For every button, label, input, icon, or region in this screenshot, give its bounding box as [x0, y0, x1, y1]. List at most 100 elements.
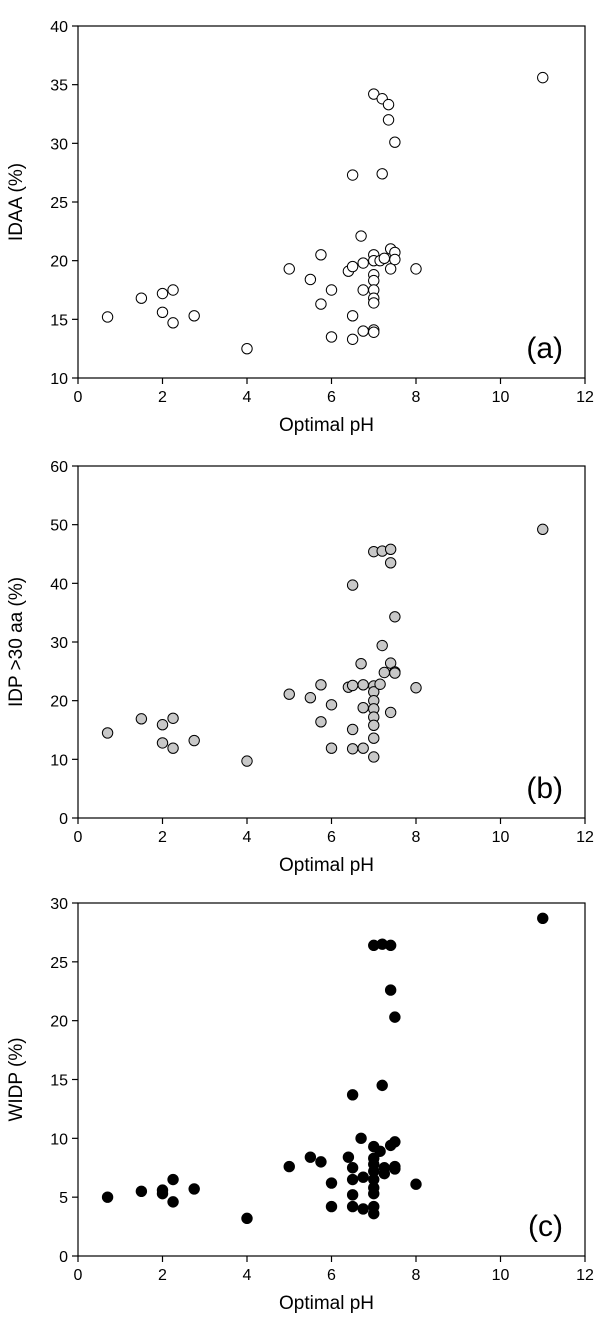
data-point	[346, 1173, 359, 1186]
data-point	[315, 716, 327, 728]
data-point	[384, 263, 397, 275]
data-point	[357, 1203, 369, 1215]
data-point	[346, 679, 359, 692]
data-point	[346, 723, 359, 736]
data-point	[389, 253, 401, 266]
data-point	[357, 325, 369, 337]
data-point	[346, 169, 359, 181]
data-point	[135, 292, 148, 304]
data-point	[241, 1212, 253, 1225]
data-point	[135, 713, 148, 725]
data-point	[382, 114, 395, 126]
data-point	[346, 1189, 359, 1201]
data-point	[342, 1151, 355, 1163]
x-tick-label: 4	[243, 389, 252, 406]
data-point	[304, 1151, 317, 1163]
data-point	[167, 742, 179, 754]
data-point	[368, 326, 380, 338]
data-point	[346, 1089, 359, 1101]
panel-b: 0 2 4 6 8 10 12 0 10 20 30 40 50 60 Optimal pH IDP >30 …	[6, 459, 594, 876]
data-point	[325, 1200, 338, 1213]
y-tick-label: 40	[50, 19, 68, 36]
x-tick-label: 8	[412, 389, 421, 406]
data-point	[315, 679, 327, 691]
data-point	[357, 284, 369, 296]
y-tick-label: 10	[50, 1131, 68, 1148]
data-point	[315, 249, 327, 261]
x-tick-label: 2	[158, 829, 167, 846]
data-point	[389, 667, 401, 679]
data-point	[325, 284, 338, 296]
data-point	[167, 284, 179, 296]
y-tick-label: 30	[50, 136, 68, 153]
data-point	[188, 310, 200, 322]
data-point	[167, 317, 179, 329]
y-tick-label: 25	[50, 955, 68, 972]
data-point	[368, 274, 380, 287]
data-point	[355, 658, 367, 670]
data-point	[410, 682, 422, 694]
data-point	[368, 732, 380, 744]
y-tick-label: 30	[50, 896, 68, 913]
data-point	[315, 1156, 327, 1168]
x-tick-label: 8	[412, 1267, 421, 1284]
data-point	[368, 88, 380, 100]
y-tick-label: 0	[59, 811, 68, 828]
y-axis-label: IDP >30 aa (%)	[6, 577, 27, 707]
x-tick-label: 12	[576, 829, 594, 846]
x-tick-label: 10	[492, 1267, 510, 1284]
data-point	[156, 719, 169, 731]
data-point	[346, 333, 359, 345]
plot-frame	[77, 465, 586, 819]
x-tick-label: 10	[492, 829, 510, 846]
x-tick-label: 10	[492, 389, 510, 406]
y-tick-label: 35	[50, 78, 68, 95]
x-tick-label: 12	[576, 389, 594, 406]
data-point	[384, 984, 397, 996]
data-point	[101, 1191, 114, 1203]
data-point	[346, 579, 359, 591]
x-tick-label: 6	[327, 1267, 336, 1284]
x-tick-label: 4	[243, 1267, 252, 1284]
data-point	[357, 1171, 369, 1183]
y-tick-label: 0	[59, 1249, 68, 1266]
x-tick-label: 2	[158, 389, 167, 406]
data-point	[384, 706, 397, 719]
data-point	[389, 1011, 401, 1023]
data-point	[384, 557, 397, 569]
x-tick-label: 6	[327, 829, 336, 846]
y-tick-label: 20	[50, 254, 68, 271]
x-tick-label: 2	[158, 1267, 167, 1284]
data-point	[188, 1183, 200, 1195]
data-point	[378, 252, 391, 265]
data-point	[315, 298, 327, 310]
data-point	[389, 136, 401, 148]
data-point	[167, 1173, 179, 1186]
x-axis-label: Optimal pH	[279, 855, 374, 876]
y-tick-label: 50	[50, 518, 68, 535]
data-point	[389, 1163, 401, 1175]
data-point	[156, 1187, 169, 1200]
y-tick-label: 10	[50, 371, 68, 388]
data-point	[368, 1187, 380, 1200]
data-point	[167, 1196, 179, 1208]
y-axis-label: WIDP (%)	[6, 1037, 27, 1121]
data-point	[357, 702, 369, 714]
data-point	[325, 742, 338, 754]
x-tick-label: 0	[74, 1267, 83, 1284]
y-tick-label: 5	[59, 1190, 68, 1207]
data-point	[389, 1136, 401, 1148]
data-point	[357, 679, 369, 691]
plot-frame	[77, 25, 586, 379]
data-point	[537, 71, 549, 84]
x-axis-label: Optimal pH	[279, 415, 374, 436]
y-tick-label: 15	[50, 1073, 68, 1090]
data-point	[382, 98, 395, 111]
data-point	[357, 257, 369, 269]
data-point	[410, 1178, 422, 1190]
y-tick-label: 15	[50, 312, 68, 329]
data-point	[156, 737, 169, 749]
x-axis-label: Optimal pH	[279, 1293, 374, 1314]
data-point	[188, 734, 200, 747]
x-tick-label: 4	[243, 829, 252, 846]
